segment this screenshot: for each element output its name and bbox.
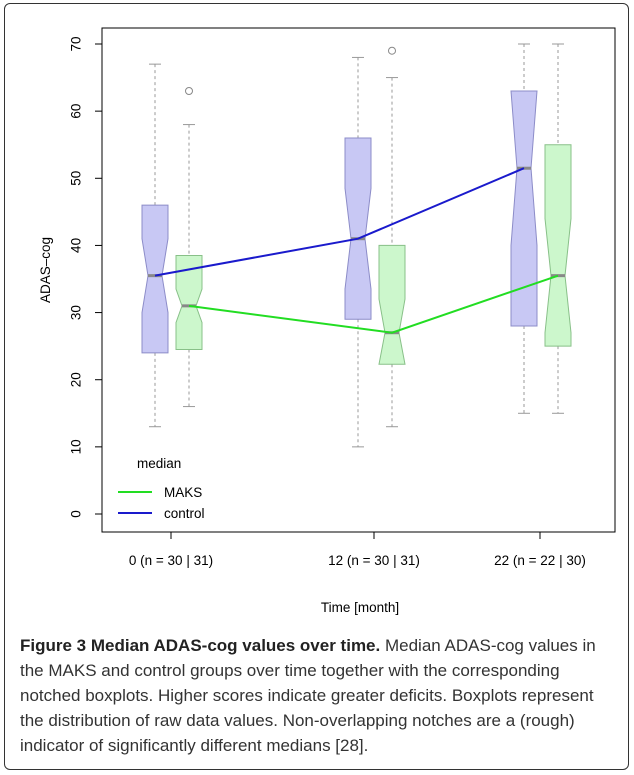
outlier-point [388, 46, 396, 55]
notched-box [378, 244, 406, 365]
y-axis: 0 10 20 30 40 50 60 70 [69, 36, 102, 518]
boxplot-control [344, 56, 372, 448]
x-axis-label: Time [month] [321, 600, 399, 615]
y-tick-label: 10 [69, 439, 84, 454]
y-tick-label: 50 [69, 171, 84, 186]
y-axis-label: ADAS–cog [38, 237, 53, 303]
median-line-maks [188, 274, 559, 334]
legend: median MAKS control [118, 456, 205, 521]
figure-caption: Figure 3 Median ADAS-cog values over tim… [20, 633, 615, 758]
y-tick-label: 70 [69, 36, 84, 51]
y-tick-label: 20 [69, 372, 84, 387]
y-tick-label: 30 [69, 305, 84, 320]
y-tick-label: 40 [69, 238, 84, 253]
notched-box [510, 90, 538, 327]
boxplot-maks [544, 43, 572, 414]
notched-box [344, 137, 372, 320]
x-axis: 0 (n = 30 | 31) 12 (n = 30 | 31) 22 (n = 2… [129, 532, 586, 568]
legend-title: median [137, 456, 181, 471]
boxplot-control [141, 63, 169, 428]
boxplot-maks [378, 46, 406, 428]
x-tick-label: 22 (n = 22 | 30) [494, 553, 586, 568]
caption-text: Median ADAS-cog values in the MAKS and c… [20, 636, 596, 755]
caption-title: Figure 3 Median ADAS-cog values over tim… [20, 636, 381, 655]
legend-entry-control: control [164, 506, 205, 521]
notched-box [141, 204, 169, 354]
x-tick-label: 12 (n = 30 | 31) [328, 553, 420, 568]
notched-box [175, 255, 203, 350]
median-line-control [154, 167, 525, 277]
boxplot-maks [175, 87, 203, 408]
boxplot-chart: 0 10 20 30 40 50 60 70 0 (n = 30 | 31) 12 (n = 3… [38, 27, 616, 615]
y-tick-label: 0 [69, 510, 84, 518]
legend-entry-maks: MAKS [164, 485, 202, 500]
notched-box [544, 144, 572, 347]
y-tick-label: 60 [69, 104, 84, 119]
plot-frame [101, 27, 616, 533]
x-tick-label: 0 (n = 30 | 31) [129, 553, 213, 568]
outlier-point [185, 87, 193, 95]
plot-area [101, 27, 616, 533]
boxplot-control [510, 43, 538, 414]
